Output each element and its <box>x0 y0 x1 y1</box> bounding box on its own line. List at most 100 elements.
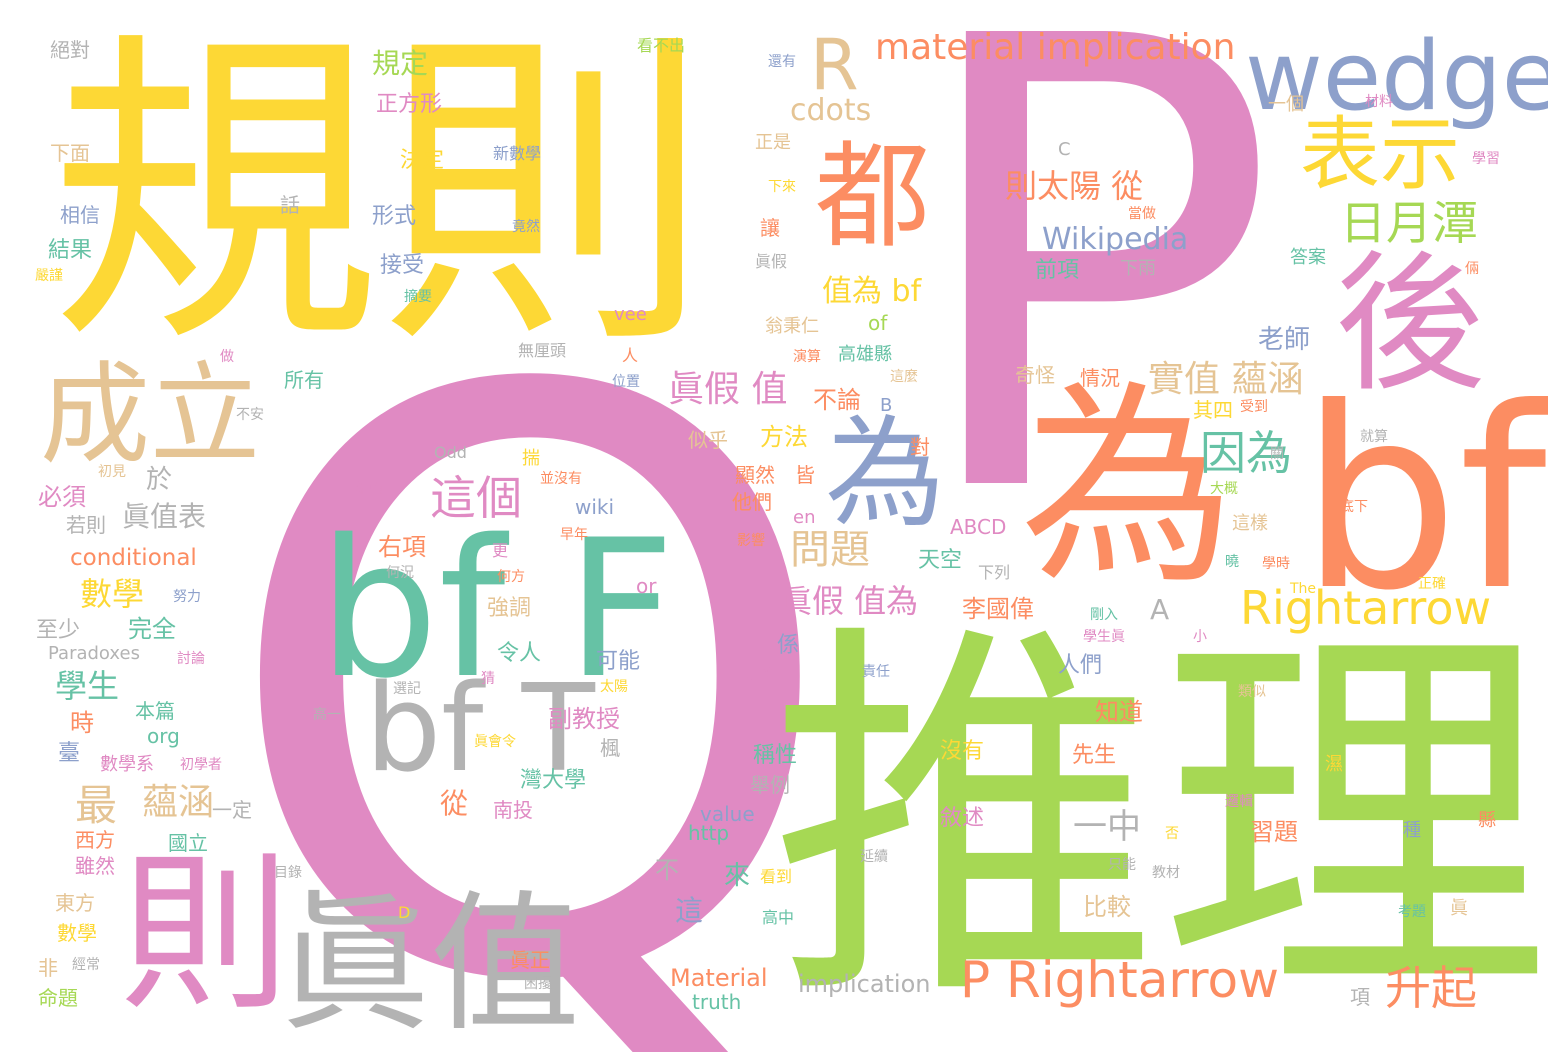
word-fei: 非 <box>38 956 58 980</box>
word-hefang: 何方 <box>497 569 525 585</box>
word-tamen: 他們 <box>732 490 772 514</box>
word-r: R <box>810 24 859 106</box>
word-yunhan: 蘊涵 <box>142 782 215 823</box>
word-bianji: 編輯 <box>355 481 383 497</box>
word-wei-orange: 為 <box>1020 362 1235 613</box>
word-vee: vee <box>614 304 647 325</box>
word-jiusuan: 就算 <box>1360 429 1388 445</box>
word-zui: 最 <box>75 781 118 830</box>
word-xi: 係 <box>777 633 800 658</box>
word-xueshengzhen: 學生眞 <box>1083 629 1125 645</box>
word-dixia: 底下 <box>1340 499 1368 515</box>
word-guize: 規則 <box>50 3 710 387</box>
word-qingkuang: 情況 <box>1080 366 1120 390</box>
word-luoji: 邏輯 <box>1225 794 1253 810</box>
word-zhong: 種 <box>1403 820 1421 841</box>
word-p: P <box>905 0 1279 630</box>
word-yingxiang: 影響 <box>737 533 765 549</box>
word-xingshi: 形式 <box>372 204 417 229</box>
word-dou: 都 <box>815 130 931 264</box>
word-chujian: 初見 <box>98 464 126 480</box>
word-zhenzheng: 眞正 <box>510 948 550 972</box>
word-juli: 舉例 <box>750 773 790 797</box>
word-shi: 時 <box>70 709 94 737</box>
word-xianran: 顯然 <box>735 463 775 487</box>
word-jingran: 竟然 <box>512 219 540 235</box>
word-xiamian: 下面 <box>50 141 90 165</box>
word-leisi: 類似 <box>1238 684 1266 700</box>
word-qianxiang: 前項 <box>1035 258 1080 283</box>
word-hou: 後 <box>1335 238 1486 412</box>
word-yizhong: 一中 <box>1073 807 1141 847</box>
word-ze: 則 <box>120 836 291 1034</box>
word-bijiao: 比較 <box>1083 893 1131 921</box>
word-xiangxin: 相信 <box>60 203 100 227</box>
word-truth: truth <box>692 990 742 1014</box>
word-buluan: 不論 <box>813 386 861 414</box>
word-shizhi-yunhan: 實值 蘊涵 <box>1148 359 1304 400</box>
word-jieguo: 結果 <box>48 238 93 263</box>
word-suoyou: 所有 <box>284 368 324 392</box>
word-yu: 於 <box>146 465 173 495</box>
word-xiao2: 曉 <box>1225 554 1239 570</box>
word-yige: 一個 <box>1268 94 1304 115</box>
word-zhengque: 正確 <box>1418 576 1446 592</box>
word-zhe: 這 <box>675 894 704 927</box>
word-shengqi: 升起 <box>1385 961 1477 1015</box>
word-chuai: 揣 <box>522 448 540 469</box>
word-wedge: wedge <box>1245 22 1548 132</box>
word-wulitou: 無厘頭 <box>518 341 567 360</box>
word-geng: 更 <box>492 541 509 560</box>
word-shuxue2: 數學 <box>57 921 97 945</box>
word-juedui: 絕對 <box>50 38 90 62</box>
word-a: A <box>1150 593 1170 626</box>
word-xifang: 西方 <box>75 828 115 852</box>
word-qiguai: 奇怪 <box>1015 363 1055 387</box>
word-chengli: 成立 <box>40 351 260 479</box>
word-zhenzhibiao: 眞值表 <box>122 500 207 533</box>
word-daan: 答案 <box>1290 247 1326 268</box>
word-xian: 縣 <box>1478 810 1496 831</box>
word-nuli: 努力 <box>173 589 201 605</box>
word-guiding: 規定 <box>372 47 429 80</box>
word-dangzuo: 當做 <box>1128 206 1156 222</box>
word-zeren: 責任 <box>862 664 890 680</box>
word-jieshou: 接受 <box>380 253 425 278</box>
word-xiang: 項 <box>1350 985 1370 1009</box>
word-shoudao: 受到 <box>1240 399 1268 415</box>
word-shuxuexi: 數學系 <box>100 754 154 775</box>
word-xinshuxue: 新數學 <box>493 144 542 163</box>
word-q: Q <box>215 224 845 1052</box>
word-paradoxes: Paradoxes <box>48 643 140 664</box>
word-gaoyi: 高一 <box>313 707 341 723</box>
word-meiyou: 沒有 <box>940 739 985 764</box>
word-value: value <box>700 802 755 826</box>
word-xushu: 敘述 <box>940 806 985 831</box>
word-ruoze: 若則 <box>66 513 106 537</box>
word-sihu: 似乎 <box>688 428 728 452</box>
word-wanxiao: 玩笑 <box>747 667 775 683</box>
word-yiding: 一定 <box>212 798 252 822</box>
word-b: B <box>880 395 893 416</box>
word-weizhi: 位置 <box>612 374 640 390</box>
word-shuxue: 數學 <box>80 575 145 613</box>
word-jingchang: 經常 <box>72 957 100 973</box>
word-bu: 不 <box>655 856 679 884</box>
word-youxiang: 右項 <box>378 533 426 561</box>
word-zhenjia: 眞假 <box>755 252 788 271</box>
word-c: C <box>1058 139 1071 160</box>
word-zhenhuiling: 眞會令 <box>474 734 516 750</box>
word-shi2: 濕 <box>1325 754 1343 775</box>
word-ren: 人 <box>622 346 639 365</box>
word-zhi-wei-bf: 值為 bf <box>822 274 922 309</box>
word-zhengfangxing: 正方形 <box>376 92 443 117</box>
word-laoshi: 老師 <box>1258 325 1311 355</box>
word-zuo: 做 <box>220 349 234 365</box>
word-yansuan: 演算 <box>793 349 821 365</box>
word-wenti: 問題 <box>790 527 870 573</box>
word-tai: 臺 <box>58 741 81 766</box>
word-xuesheng: 學生 <box>55 667 120 705</box>
word-odd: Odd <box>434 443 467 462</box>
word-en: en <box>793 507 816 528</box>
word-org: org <box>147 724 180 748</box>
